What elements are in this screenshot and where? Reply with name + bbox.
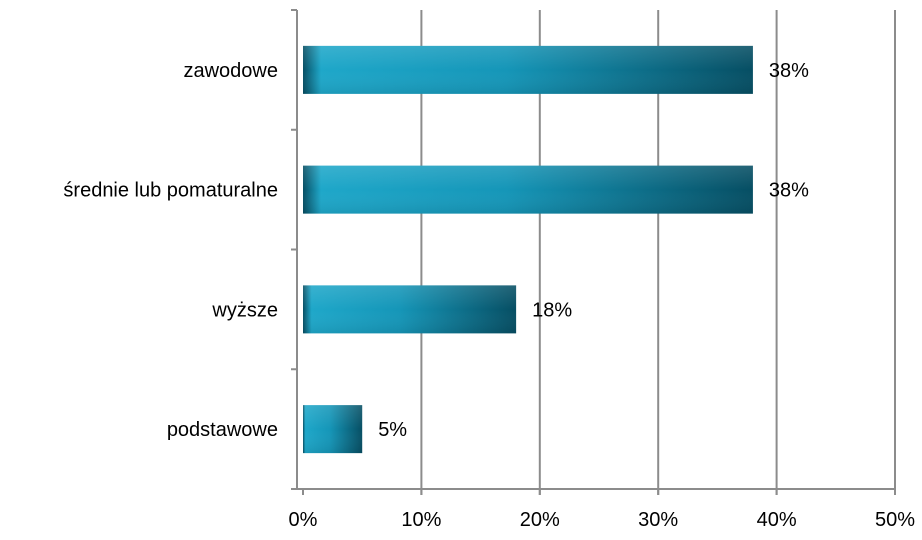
data-label: 5% — [378, 419, 407, 441]
category-label: podstawowe — [167, 419, 278, 441]
x-tick-label: 50% — [875, 509, 915, 531]
bar-shade — [303, 45, 753, 94]
data-label: 18% — [532, 299, 572, 321]
bar-shade — [303, 285, 517, 334]
x-tick-label: 30% — [638, 509, 678, 531]
category-label: średnie lub pomaturalne — [63, 180, 278, 202]
bar-shade — [303, 165, 753, 214]
x-tick-label: 40% — [757, 509, 797, 531]
category-label: wyższe — [211, 299, 278, 321]
x-tick-label: 10% — [401, 509, 441, 531]
data-label: 38% — [769, 180, 809, 202]
bar-shade — [303, 405, 363, 454]
labels: zawodowe 38% średnie lub pomaturalne 38% wyż… — [63, 60, 915, 531]
x-tick-label: 0% — [289, 509, 318, 531]
category-label: zawodowe — [183, 60, 278, 82]
axes — [291, 9, 896, 495]
data-label: 38% — [769, 60, 809, 82]
bars — [303, 45, 753, 454]
x-tick-label: 20% — [520, 509, 560, 531]
